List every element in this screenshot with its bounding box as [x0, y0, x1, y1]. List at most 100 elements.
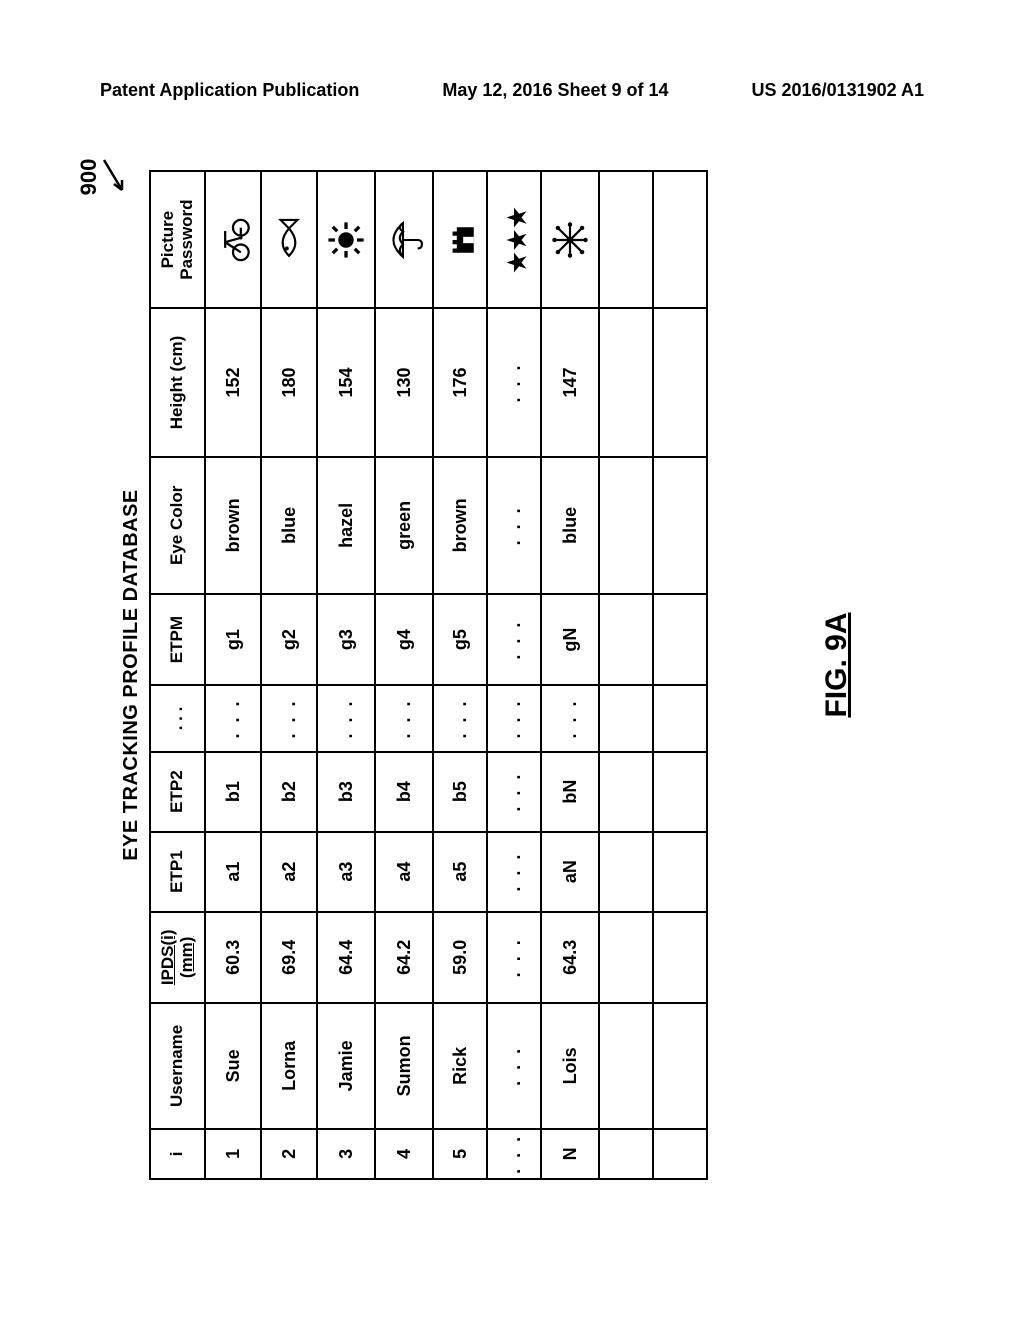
cell-etp2: [599, 752, 653, 832]
table-row: 1Sue60.3a1b1. . .g1brown152: [205, 171, 261, 1179]
figure-caption: FIG. 9A: [820, 150, 854, 1180]
col-ipds-label: IPDS(i) (mm): [158, 929, 196, 985]
table-title: EYE TRACKING PROFILE DATABASE: [120, 170, 143, 1180]
cell-username: [653, 1003, 707, 1129]
three-stars-icon: [499, 204, 529, 276]
cell-i: [653, 1129, 707, 1179]
col-height: Height (cm): [150, 308, 205, 457]
header-mid: May 12, 2016 Sheet 9 of 14: [442, 80, 668, 101]
col-etp2: ETP2: [150, 752, 205, 832]
cell-etp2: b2: [261, 752, 317, 832]
cell-etp2: b1: [205, 752, 261, 832]
castle-icon: [442, 217, 478, 263]
cell-i: 1: [205, 1129, 261, 1179]
table-row: . . .. . .. . .. . .. . .. . .. . .. . .…: [487, 171, 541, 1179]
col-username: Username: [150, 1003, 205, 1129]
cell-etpm: . . .: [487, 594, 541, 685]
cell-ipds: . . .: [487, 912, 541, 1003]
cell-etp1: a3: [317, 832, 375, 912]
umbrella-icon: [384, 218, 424, 262]
cell-ipds: 59.0: [433, 912, 487, 1003]
cell-dots: [599, 685, 653, 751]
cell-picture-password: [541, 171, 599, 308]
cell-username: Sumon: [375, 1003, 433, 1129]
cell-etpm: g3: [317, 594, 375, 685]
figure-rotated-wrapper: 900 EYE TRACKING PROFILE DATABASE i User…: [120, 150, 920, 1180]
cell-height: 180: [261, 308, 317, 457]
reference-number: 900: [76, 159, 102, 196]
cell-etpm: g5: [433, 594, 487, 685]
cell-picture-password: [599, 171, 653, 308]
cell-etp1: aN: [541, 832, 599, 912]
page-header: Patent Application Publication May 12, 2…: [0, 80, 1024, 101]
cell-username: Lois: [541, 1003, 599, 1129]
cell-etp1: a4: [375, 832, 433, 912]
cell-etp2: b5: [433, 752, 487, 832]
cell-ipds: [653, 912, 707, 1003]
cell-ipds: 64.3: [541, 912, 599, 1003]
cell-picture-password: [317, 171, 375, 308]
cell-height: 130: [375, 308, 433, 457]
table-row: [653, 171, 707, 1179]
cell-height: 152: [205, 308, 261, 457]
cell-etp1: a5: [433, 832, 487, 912]
cell-picture-password: [433, 171, 487, 308]
cell-etp2: b3: [317, 752, 375, 832]
cell-ipds: 64.4: [317, 912, 375, 1003]
cell-picture-password: [375, 171, 433, 308]
cell-dots: . . .: [205, 685, 261, 751]
figure-stage: 900 EYE TRACKING PROFILE DATABASE i User…: [120, 150, 920, 1180]
cell-etpm: gN: [541, 594, 599, 685]
cell-ipds: [599, 912, 653, 1003]
header-left: Patent Application Publication: [100, 80, 359, 101]
header-right: US 2016/0131902 A1: [752, 80, 924, 101]
cell-etp1: [653, 832, 707, 912]
cell-dots: . . .: [317, 685, 375, 751]
cell-username: . . .: [487, 1003, 541, 1129]
cell-username: Sue: [205, 1003, 261, 1129]
col-ipds: IPDS(i) (mm): [150, 912, 205, 1003]
table-row: [599, 171, 653, 1179]
cell-height: [599, 308, 653, 457]
cell-etp1: . . .: [487, 832, 541, 912]
col-eye-color: Eye Color: [150, 457, 205, 594]
table-row: 3Jamie64.4a3b3. . .g3hazel154: [317, 171, 375, 1179]
reference-number-wrap: 900: [76, 156, 126, 198]
cell-i: [599, 1129, 653, 1179]
cell-picture-password: [261, 171, 317, 308]
cell-dots: [653, 685, 707, 751]
cell-etp2: b4: [375, 752, 433, 832]
cell-height: 176: [433, 308, 487, 457]
cell-height: . . .: [487, 308, 541, 457]
cell-i: 3: [317, 1129, 375, 1179]
cell-etp1: a2: [261, 832, 317, 912]
reference-arrow-icon: [102, 156, 126, 198]
cell-etp2: . . .: [487, 752, 541, 832]
cell-eye_color: hazel: [317, 457, 375, 594]
cell-eye_color: . . .: [487, 457, 541, 594]
cell-dots: . . .: [541, 685, 599, 751]
cell-i: 5: [433, 1129, 487, 1179]
cell-picture-password: [653, 171, 707, 308]
table-row: NLois64.3aNbN. . .gNblue147: [541, 171, 599, 1179]
cell-height: 147: [541, 308, 599, 457]
col-picture-password: Picture Password: [150, 171, 205, 308]
cell-height: [653, 308, 707, 457]
cell-username: Rick: [433, 1003, 487, 1129]
table-row: 4Sumon64.2a4b4. . .g4green130: [375, 171, 433, 1179]
cell-ipds: 69.4: [261, 912, 317, 1003]
col-i: i: [150, 1129, 205, 1179]
cell-ipds: 64.2: [375, 912, 433, 1003]
profile-table: i Username IPDS(i) (mm) ETP1 ETP2 . . . …: [149, 170, 708, 1180]
cell-etpm: [653, 594, 707, 685]
cell-height: 154: [317, 308, 375, 457]
cell-eye_color: [599, 457, 653, 594]
cell-username: Jamie: [317, 1003, 375, 1129]
table-header-row: i Username IPDS(i) (mm) ETP1 ETP2 . . . …: [150, 171, 205, 1179]
cell-dots: . . .: [433, 685, 487, 751]
table-row: 5Rick59.0a5b5. . .g5brown176: [433, 171, 487, 1179]
cell-dots: . . .: [375, 685, 433, 751]
cell-etpm: g2: [261, 594, 317, 685]
fish-icon: [270, 216, 308, 264]
cell-dots: . . .: [487, 685, 541, 751]
